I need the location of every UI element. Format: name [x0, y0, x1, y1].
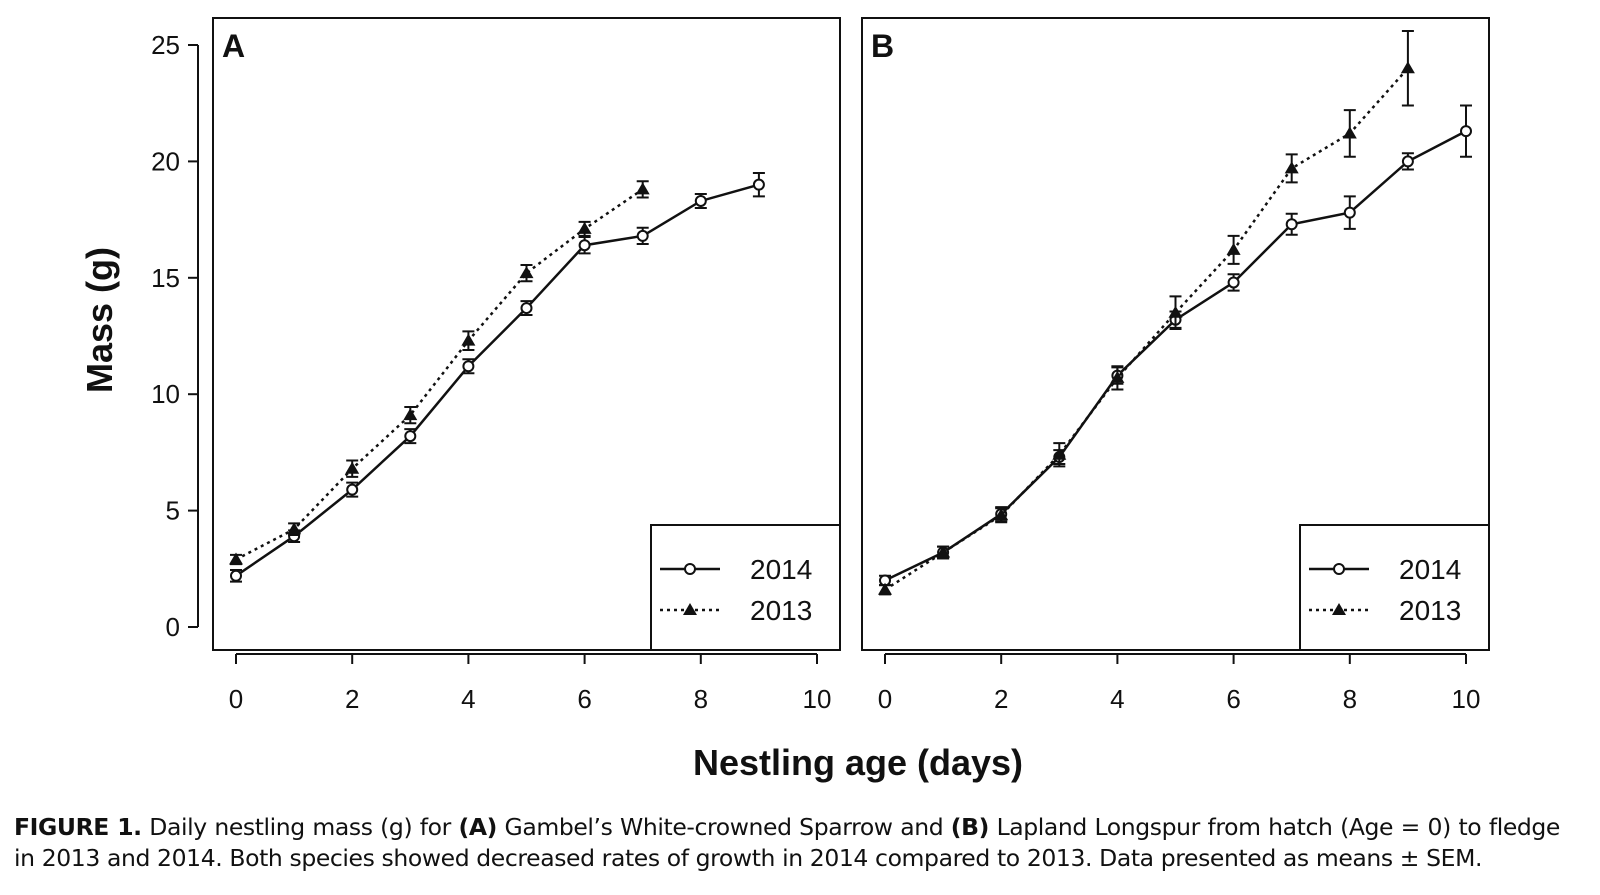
- legend-label: 2014: [750, 554, 812, 585]
- y-tick-label: 5: [166, 496, 180, 526]
- panel-label: B: [871, 28, 894, 64]
- legend-label: 2014: [1399, 554, 1461, 585]
- marker: [287, 522, 302, 535]
- x-tick-label: 4: [1110, 684, 1124, 714]
- legend-label: 2013: [750, 595, 812, 626]
- x-axis-label: Nestling age (days): [693, 742, 1023, 783]
- marker: [635, 182, 650, 195]
- x-tick-label: 4: [461, 684, 475, 714]
- x-tick-label: 2: [345, 684, 359, 714]
- series-line: [235, 183, 760, 577]
- marker: [230, 569, 242, 582]
- marker: [346, 483, 359, 496]
- y-tick-label: 10: [151, 379, 180, 409]
- marker: [1052, 447, 1067, 460]
- caption-part: FIGURE 1.: [14, 813, 142, 841]
- caption: FIGURE 1. Daily nestling mass (g) for (A…: [14, 812, 1560, 874]
- legend-box: [1299, 524, 1490, 651]
- caption-part: Lapland Longspur from hatch (Age = 0) to…: [14, 813, 1560, 872]
- x-tick-label: 8: [694, 684, 708, 714]
- legend-marker: [684, 563, 696, 575]
- caption-part: (B): [950, 813, 990, 841]
- x-tick-label: 2: [994, 684, 1008, 714]
- panel-label: A: [222, 28, 245, 64]
- y-tick-label: 25: [151, 30, 180, 60]
- marker: [936, 545, 951, 558]
- series-line: [884, 130, 1467, 582]
- x-tick-label: 0: [229, 684, 243, 714]
- marker: [1343, 206, 1356, 219]
- x-tick-label: 6: [577, 684, 591, 714]
- figure: Mass (g) Nestling age (days) A 0 2 4 6 8 10 0 5 1…: [79, 17, 1490, 783]
- series-line: [884, 67, 1409, 591]
- caption-part: (A): [458, 813, 498, 841]
- y-tick-label: 0: [166, 612, 180, 642]
- marker: [578, 239, 591, 252]
- y-tick-label: 15: [151, 263, 180, 293]
- series-line: [235, 188, 644, 561]
- legend-marker: [1332, 603, 1346, 615]
- marker: [878, 582, 892, 595]
- x-tick-label: 10: [803, 684, 832, 714]
- marker: [461, 333, 476, 346]
- x-tick-label: 6: [1226, 684, 1240, 714]
- legend-marker: [1333, 563, 1345, 575]
- marker: [403, 408, 418, 421]
- marker: [519, 266, 534, 279]
- legend-box: [650, 524, 841, 651]
- marker: [1285, 218, 1298, 231]
- marker: [1342, 126, 1357, 139]
- marker: [520, 302, 533, 315]
- marker: [1110, 370, 1125, 383]
- marker: [404, 430, 417, 443]
- marker: [577, 221, 592, 234]
- marker: [694, 194, 707, 207]
- plot-frame: [861, 17, 1490, 651]
- marker: [462, 360, 475, 373]
- marker: [1460, 125, 1472, 138]
- plot-frame: [212, 17, 841, 651]
- marker: [345, 461, 360, 474]
- marker: [229, 552, 243, 565]
- marker: [994, 508, 1009, 521]
- marker: [1284, 161, 1299, 174]
- marker: [1400, 61, 1415, 74]
- caption-part: Gambel’s White-crowned Sparrow and: [496, 813, 951, 841]
- caption-part: Daily nestling mass (g) for: [141, 813, 459, 841]
- legend-marker: [683, 603, 697, 615]
- y-tick-label: 20: [151, 146, 180, 176]
- marker: [1226, 242, 1241, 255]
- marker: [1227, 276, 1240, 289]
- marker: [636, 229, 649, 242]
- marker: [1168, 305, 1183, 318]
- x-tick-label: 10: [1452, 684, 1481, 714]
- x-tick-label: 8: [1343, 684, 1357, 714]
- legend-label: 2013: [1399, 595, 1461, 626]
- x-tick-label: 0: [878, 684, 892, 714]
- marker: [1401, 155, 1414, 168]
- marker: [752, 178, 765, 191]
- y-axis-label: Mass (g): [79, 247, 120, 393]
